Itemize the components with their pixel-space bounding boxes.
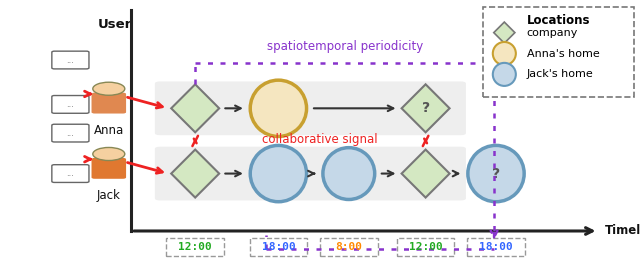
- Text: 18:00: 18:00: [262, 242, 295, 252]
- Text: ?: ?: [422, 101, 429, 115]
- Circle shape: [93, 82, 125, 95]
- Text: ?: ?: [492, 167, 500, 181]
- Text: Locations: Locations: [527, 14, 590, 27]
- Text: spatiotemporal periodicity: spatiotemporal periodicity: [266, 40, 423, 53]
- Text: Anna: Anna: [93, 124, 124, 137]
- Polygon shape: [402, 150, 450, 198]
- Ellipse shape: [493, 63, 516, 86]
- Polygon shape: [402, 84, 450, 132]
- Polygon shape: [172, 84, 219, 132]
- FancyBboxPatch shape: [52, 96, 89, 113]
- Text: ...: ...: [67, 56, 74, 64]
- FancyBboxPatch shape: [92, 93, 126, 114]
- FancyBboxPatch shape: [92, 158, 126, 179]
- Text: ...: ...: [67, 169, 74, 178]
- FancyBboxPatch shape: [320, 238, 378, 256]
- Text: Jack: Jack: [97, 189, 121, 202]
- Text: Jack's home: Jack's home: [527, 69, 593, 79]
- FancyBboxPatch shape: [52, 51, 89, 69]
- Text: Anna's home: Anna's home: [527, 49, 600, 58]
- FancyBboxPatch shape: [155, 81, 466, 135]
- FancyBboxPatch shape: [467, 238, 525, 256]
- Ellipse shape: [493, 42, 516, 65]
- FancyBboxPatch shape: [155, 147, 466, 200]
- FancyBboxPatch shape: [52, 165, 89, 182]
- Polygon shape: [494, 22, 515, 43]
- FancyBboxPatch shape: [397, 238, 454, 256]
- Text: ...: ...: [67, 129, 74, 138]
- Text: Timeline: Timeline: [605, 224, 640, 238]
- FancyBboxPatch shape: [250, 238, 307, 256]
- Text: collaborative signal: collaborative signal: [262, 133, 378, 146]
- FancyBboxPatch shape: [166, 238, 224, 256]
- Ellipse shape: [468, 145, 524, 202]
- Ellipse shape: [250, 80, 307, 137]
- Text: 8:00: 8:00: [335, 242, 362, 252]
- FancyBboxPatch shape: [483, 7, 634, 97]
- Text: 12:00: 12:00: [409, 242, 442, 252]
- Text: ...: ...: [67, 100, 74, 109]
- Text: company: company: [527, 28, 578, 38]
- Text: User: User: [98, 18, 132, 31]
- Ellipse shape: [250, 145, 307, 202]
- FancyBboxPatch shape: [52, 124, 89, 142]
- Text: 18:00: 18:00: [479, 242, 513, 252]
- Ellipse shape: [323, 148, 374, 199]
- Circle shape: [93, 147, 125, 161]
- Polygon shape: [172, 150, 219, 198]
- Text: 12:00: 12:00: [179, 242, 212, 252]
